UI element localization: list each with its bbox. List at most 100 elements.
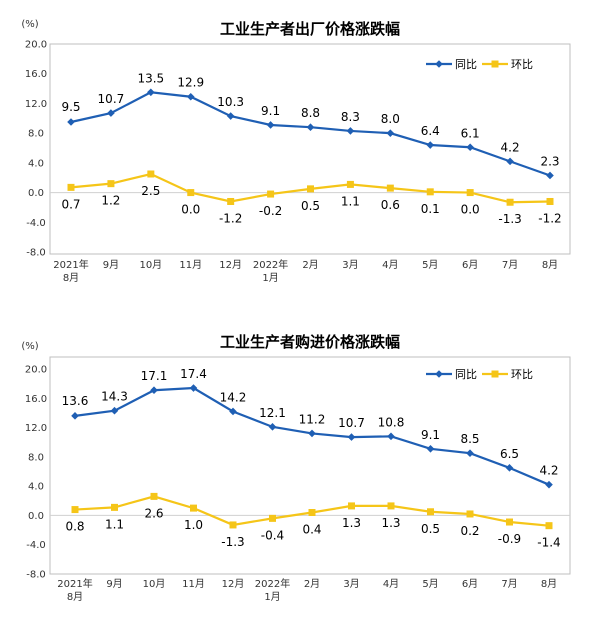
data-point bbox=[346, 180, 354, 188]
y-tick-label: 0.0 bbox=[28, 188, 44, 199]
data-label: 1.0 bbox=[184, 518, 203, 532]
data-label: 0.5 bbox=[421, 522, 440, 536]
data-label: -0.2 bbox=[259, 204, 282, 218]
data-point bbox=[386, 184, 394, 192]
data-point bbox=[307, 185, 314, 193]
x-tick-label: 10月 bbox=[139, 259, 162, 271]
data-point bbox=[110, 406, 119, 415]
data-point bbox=[348, 502, 355, 510]
data-label: 12.1 bbox=[259, 406, 286, 420]
data-label: 10.3 bbox=[217, 95, 244, 109]
data-point bbox=[426, 445, 435, 453]
x-tick-label: 8月 bbox=[542, 259, 558, 271]
plot-frame bbox=[49, 43, 571, 255]
data-label: 6.5 bbox=[500, 447, 519, 461]
x-tick-label: 7月 bbox=[502, 259, 518, 271]
data-point bbox=[189, 384, 198, 392]
data-point bbox=[150, 492, 158, 500]
y-tick-label: 12.0 bbox=[25, 99, 47, 110]
data-point bbox=[111, 503, 118, 511]
x-tick-label: 6月 bbox=[462, 578, 478, 590]
data-point bbox=[226, 112, 235, 120]
x-tick-label: 9月 bbox=[103, 259, 119, 271]
chart-1: 工业生产者出厂价格涨跌幅 (%) -8.0 -4.0 0.0 4.0 8.0 12.0 16.0… bbox=[21, 19, 571, 284]
data-label: 0.5 bbox=[301, 199, 320, 213]
data-point bbox=[386, 129, 395, 137]
data-label: 4.2 bbox=[501, 140, 520, 154]
data-label: 13.5 bbox=[137, 71, 164, 85]
x-tick-label: 5月 bbox=[422, 259, 438, 271]
data-label: 9.1 bbox=[261, 104, 280, 118]
data-label: 0.0 bbox=[181, 203, 200, 217]
data-point bbox=[147, 170, 155, 178]
data-label: 0.2 bbox=[460, 524, 479, 538]
legend-marker bbox=[435, 370, 443, 378]
data-label: 6.4 bbox=[421, 124, 440, 138]
data-label: 8.3 bbox=[341, 110, 360, 124]
data-point bbox=[229, 407, 237, 416]
data-label: -1.3 bbox=[498, 212, 521, 226]
data-label: -0.4 bbox=[261, 528, 284, 542]
series-yoy: 9.5 10.7 13.5 12.9 10.3 9.1 8.8 8.3 8.0 6.4 6.1 4.2… bbox=[61, 71, 560, 180]
y-tick-label: 8.0 bbox=[28, 129, 44, 140]
y-tick-label: 12.0 bbox=[25, 423, 47, 434]
legend-label: 同比 bbox=[455, 58, 477, 71]
data-point bbox=[505, 464, 514, 472]
x-tick-label: 2月 bbox=[302, 259, 318, 271]
data-point bbox=[268, 423, 277, 431]
data-point bbox=[427, 508, 434, 516]
data-point bbox=[506, 198, 514, 206]
chart-title: 工业生产者购进价格涨跌幅 bbox=[220, 333, 400, 351]
chart-title: 工业生产者出厂价格涨跌幅 bbox=[220, 20, 400, 38]
data-label: 17.4 bbox=[180, 367, 207, 381]
x-tick-label: 7月 bbox=[501, 578, 517, 590]
data-label: 10.8 bbox=[378, 415, 405, 429]
data-label: 0.8 bbox=[65, 520, 84, 534]
data-point bbox=[186, 92, 195, 101]
y-tick-label: 20.0 bbox=[25, 40, 47, 51]
data-point bbox=[308, 509, 316, 516]
data-point bbox=[387, 502, 395, 510]
data-label: 2.3 bbox=[540, 154, 559, 168]
x-tick-label: 10月 bbox=[143, 578, 166, 590]
data-label: 2.5 bbox=[141, 184, 160, 198]
series-mom: 0.8 1.1 2.6 1.0 -1.3 -0.4 0.4 1.3 1.3 0.5 0.2 -0.9 -… bbox=[65, 492, 561, 550]
data-label: 10.7 bbox=[98, 92, 125, 106]
data-point bbox=[426, 141, 435, 149]
data-point bbox=[506, 518, 513, 526]
x-tick-label: 2月 bbox=[304, 578, 320, 590]
data-label: -1.2 bbox=[538, 211, 561, 225]
data-point bbox=[147, 88, 155, 97]
data-label: 2.6 bbox=[144, 506, 163, 520]
data-label: 0.4 bbox=[302, 523, 321, 537]
y-tick-label: 16.0 bbox=[25, 394, 47, 405]
x-tick-label: 12月 bbox=[219, 259, 242, 271]
data-label: 14.2 bbox=[220, 390, 247, 404]
x-tick-label: 1月 bbox=[264, 591, 280, 603]
y-tick-label: 4.0 bbox=[28, 482, 44, 493]
data-label: -1.3 bbox=[221, 535, 244, 549]
data-point bbox=[150, 386, 158, 395]
data-label: 13.6 bbox=[62, 394, 89, 408]
data-label: 4.2 bbox=[539, 464, 558, 478]
x-tick-label: 3月 bbox=[342, 259, 358, 271]
y-tick-label: 0.0 bbox=[28, 511, 44, 522]
x-tick-label: 11月 bbox=[182, 578, 205, 590]
data-label: -0.9 bbox=[498, 532, 521, 546]
x-tick-label: 4月 bbox=[383, 578, 399, 590]
y-tick-label: 20.0 bbox=[25, 365, 47, 376]
data-label: 1.1 bbox=[341, 194, 360, 208]
data-point bbox=[107, 180, 115, 188]
data-label: 0.6 bbox=[381, 198, 400, 212]
data-point bbox=[466, 449, 474, 457]
y-tick-label: -4.0 bbox=[26, 540, 46, 551]
legend-label: 环比 bbox=[511, 368, 533, 381]
data-label: 6.1 bbox=[461, 126, 480, 140]
x-tick-label: 2021年 bbox=[57, 577, 92, 590]
legend-marker bbox=[491, 370, 499, 378]
y-tick-label: 16.0 bbox=[25, 69, 47, 80]
legend-marker bbox=[491, 60, 499, 68]
legend-label: 同比 bbox=[455, 368, 477, 381]
legend-label: 环比 bbox=[511, 58, 533, 71]
